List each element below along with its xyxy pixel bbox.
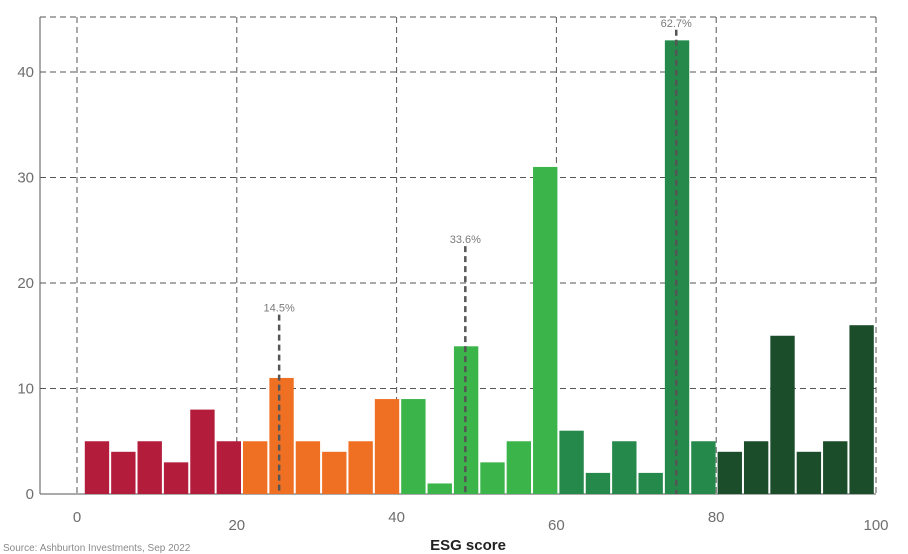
bar-8 [295,441,321,494]
marker-label-2: 62.7% [661,18,692,30]
bar-12 [401,399,426,494]
bar-0 [84,441,110,494]
bar-25 [743,441,769,494]
bar-15 [480,462,505,494]
bar-21 [638,472,663,494]
x-tick-100: 100 [863,517,888,534]
x-tick-60: 60 [548,517,565,534]
bar-29 [849,325,874,494]
bar-3 [163,462,189,494]
x-axis-label: ESG score [430,537,506,554]
source-note: Source: Ashburton Investments, Sep 2022 [3,543,191,554]
marker-label-1: 33.6% [450,234,481,246]
bar-26 [770,335,795,494]
x-tick-20: 20 [228,517,245,534]
bar-22 [664,40,690,494]
bar-18 [559,430,584,494]
bar-27 [796,451,822,494]
x-tick-0: 0 [73,509,81,526]
bar-10 [348,441,373,494]
bar-13 [427,483,452,494]
y-axis-ticks: 0 10 20 30 40 [17,64,34,503]
y-tick-40: 40 [17,64,34,81]
x-axis-ticks: 0 20 40 60 80 100 [73,509,889,534]
bar-2 [137,441,162,494]
bar-9 [322,451,347,494]
x-tick-80: 80 [708,509,725,526]
bar-20 [612,441,637,494]
y-tick-10: 10 [17,381,34,398]
bar-7 [269,377,294,494]
y-tick-30: 30 [17,170,34,187]
x-tick-40: 40 [388,509,405,526]
bar-5 [216,441,241,494]
bar-11 [374,399,400,494]
y-tick-0: 0 [26,486,34,503]
y-tick-20: 20 [17,275,34,292]
histogram-bars [84,40,874,494]
bar-23 [691,441,716,494]
bar-17 [533,166,558,494]
bar-19 [585,472,611,494]
bar-24 [717,451,742,494]
marker-label-0: 14.5% [264,303,295,315]
bar-1 [111,451,136,494]
bar-16 [506,441,532,494]
percentile-markers: 14.5% 33.6% 62.7% [264,18,692,494]
bar-28 [823,441,848,494]
bar-4 [190,409,215,494]
bar-6 [242,441,268,494]
